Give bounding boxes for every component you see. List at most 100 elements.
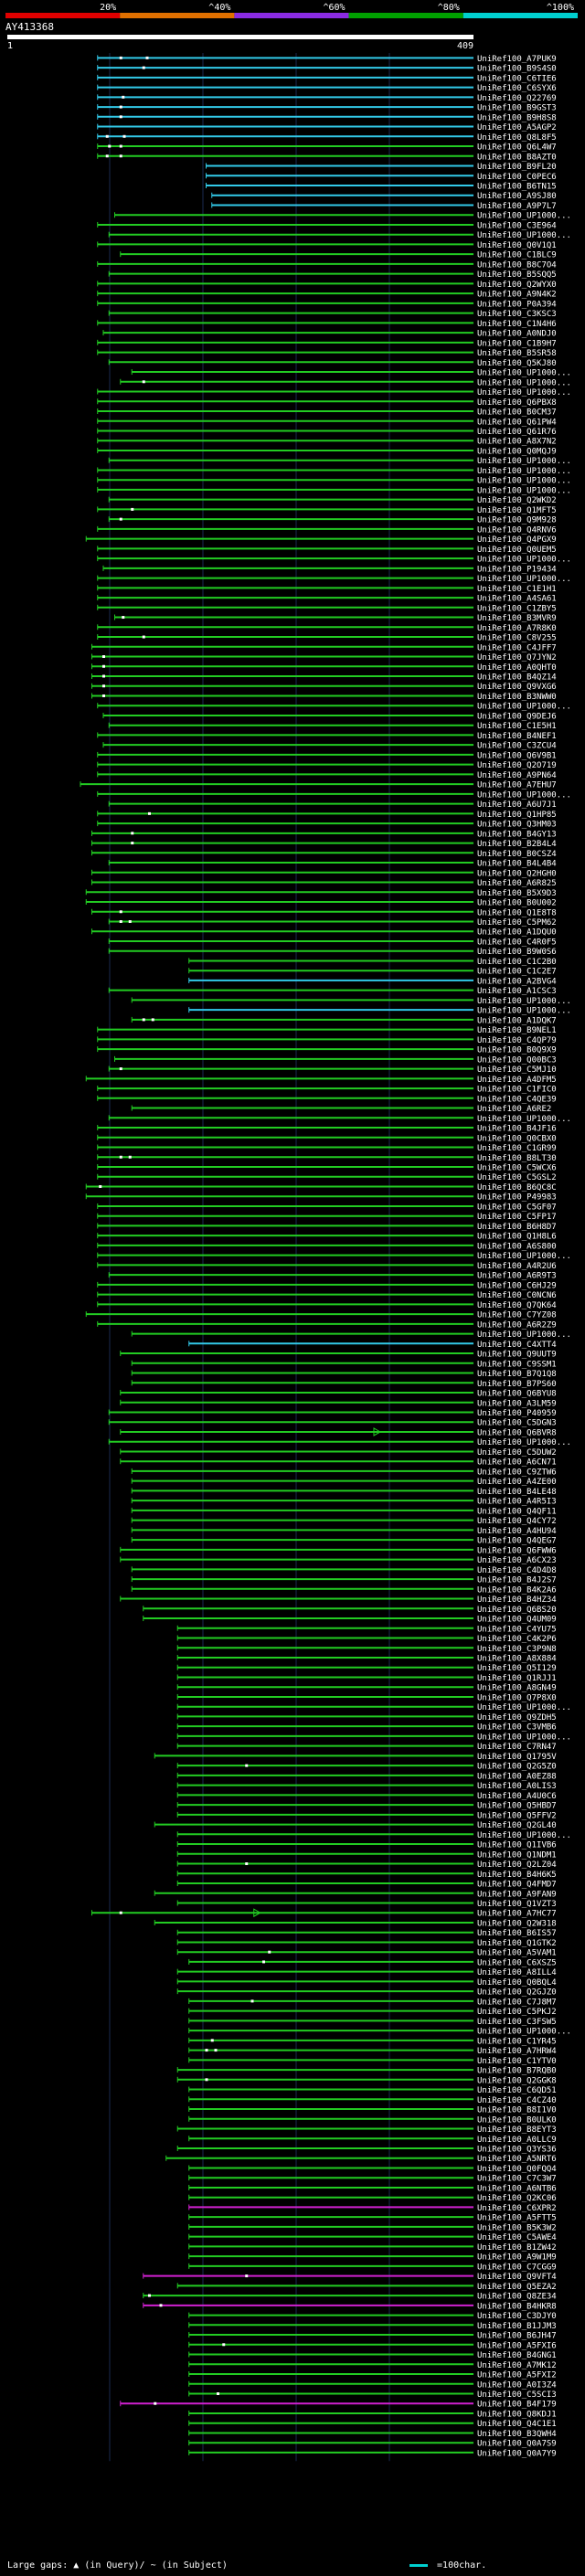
- hit-label[interactable]: UniRef100_Q5HBD7: [477, 1802, 557, 1811]
- hit-label[interactable]: UniRef100_A9N4K2: [477, 291, 557, 300]
- hit-label[interactable]: UniRef100_Q2WKD2: [477, 496, 557, 505]
- hit-label[interactable]: UniRef100_B4QZ14: [477, 673, 557, 682]
- hit-label[interactable]: UniRef100_A5FXI6: [477, 2341, 557, 2350]
- hit-label[interactable]: UniRef100_C4YU75: [477, 1625, 557, 1634]
- hit-label[interactable]: UniRef100_C7C3W7: [477, 2175, 557, 2184]
- hit-label[interactable]: UniRef100_UP1000...: [477, 790, 571, 800]
- hit-label[interactable]: UniRef100_UP1000...: [477, 1703, 571, 1712]
- hit-label[interactable]: UniRef100_A1CSC3: [477, 987, 557, 996]
- hit-label[interactable]: UniRef100_B0ULK0: [477, 2115, 557, 2125]
- hit-label[interactable]: UniRef100_A8X7N2: [477, 438, 557, 447]
- hit-label[interactable]: UniRef100_Q0FQQ4: [477, 2165, 557, 2174]
- hit-label[interactable]: UniRef100_Q61R76: [477, 428, 557, 437]
- hit-label[interactable]: UniRef100_C6XSZ5: [477, 1958, 557, 1967]
- hit-label[interactable]: UniRef100_A5FTT5: [477, 2214, 557, 2223]
- hit-label[interactable]: UniRef100_A9FAN9: [477, 1890, 557, 1899]
- hit-label[interactable]: UniRef100_A0NDJ0: [477, 330, 557, 339]
- hit-label[interactable]: UniRef100_C7J8M7: [477, 1998, 557, 2007]
- hit-label[interactable]: UniRef100_C6TIE6: [477, 74, 557, 83]
- hit-label[interactable]: UniRef100_P40959: [477, 1409, 557, 1418]
- hit-label[interactable]: UniRef100_B6JH47: [477, 2332, 557, 2341]
- hit-label[interactable]: UniRef100_C5PKJ2: [477, 2008, 557, 2017]
- hit-label[interactable]: UniRef100_C4R0F5: [477, 938, 557, 947]
- hit-label[interactable]: UniRef100_Q1795V: [477, 1753, 557, 1762]
- hit-label[interactable]: UniRef100_C3KSC3: [477, 310, 557, 319]
- hit-label[interactable]: UniRef100_C1B9H7: [477, 339, 557, 348]
- hit-label[interactable]: UniRef100_B5SQQ5: [477, 270, 557, 280]
- hit-label[interactable]: UniRef100_C5GF07: [477, 1203, 557, 1212]
- hit-label[interactable]: UniRef100_Q1VZT3: [477, 1900, 557, 1909]
- hit-label[interactable]: UniRef100_C1YTV0: [477, 2057, 557, 2066]
- hit-label[interactable]: UniRef100_Q9DEJ6: [477, 712, 557, 721]
- hit-label[interactable]: UniRef100_B0Q9X9: [477, 1046, 557, 1055]
- hit-label[interactable]: UniRef100_UP1000...: [477, 575, 571, 584]
- hit-label[interactable]: UniRef100_C4JFF7: [477, 643, 557, 652]
- hit-label[interactable]: UniRef100_UP1000...: [477, 467, 571, 476]
- hit-label[interactable]: UniRef100_B5SR58: [477, 349, 557, 358]
- hit-label[interactable]: UniRef100_UP1000...: [477, 1007, 571, 1016]
- hit-label[interactable]: UniRef100_Q3YS36: [477, 2145, 557, 2154]
- hit-label[interactable]: UniRef100_Q6BS20: [477, 1606, 557, 1615]
- hit-label[interactable]: UniRef100_B2B4L4: [477, 840, 557, 849]
- hit-label[interactable]: UniRef100_B9FL20: [477, 163, 557, 172]
- hit-label[interactable]: UniRef100_A4DFM5: [477, 1076, 557, 1085]
- hit-label[interactable]: UniRef100_A1DQK7: [477, 1016, 557, 1025]
- hit-label[interactable]: UniRef100_A6NTB6: [477, 2184, 557, 2193]
- hit-label[interactable]: UniRef100_C5PM62: [477, 918, 557, 928]
- hit-label[interactable]: UniRef100_C4XTT4: [477, 1341, 557, 1350]
- hit-label[interactable]: UniRef100_C1N4H6: [477, 320, 557, 329]
- hit-label[interactable]: UniRef100_C1C2E7: [477, 968, 557, 977]
- hit-label[interactable]: UniRef100_B8LT30: [477, 1154, 557, 1163]
- hit-label[interactable]: UniRef100_A6CX23: [477, 1556, 557, 1565]
- hit-label[interactable]: UniRef100_A2BVG4: [477, 977, 557, 986]
- hit-label[interactable]: UniRef100_C3ZCU4: [477, 742, 557, 751]
- hit-label[interactable]: UniRef100_C4K2P6: [477, 1635, 557, 1644]
- hit-label[interactable]: UniRef100_Q6L4W7: [477, 143, 557, 153]
- hit-label[interactable]: UniRef100_B0U002: [477, 899, 557, 908]
- hit-label[interactable]: UniRef100_Q22769: [477, 94, 557, 103]
- hit-label[interactable]: UniRef100_A7PUK9: [477, 55, 557, 64]
- hit-label[interactable]: UniRef100_C1ZBY5: [477, 604, 557, 613]
- hit-label[interactable]: UniRef100_UP1000...: [477, 388, 571, 398]
- hit-label[interactable]: UniRef100_C9SSM1: [477, 1360, 557, 1369]
- hit-label[interactable]: UniRef100_Q9VFT4: [477, 2273, 557, 2282]
- hit-label[interactable]: UniRef100_B9NEL1: [477, 1026, 557, 1035]
- hit-label[interactable]: UniRef100_UP1000...: [477, 1831, 571, 1840]
- hit-label[interactable]: UniRef100_A7HRW4: [477, 2047, 557, 2056]
- hit-label[interactable]: UniRef100_Q6BYU8: [477, 1390, 557, 1399]
- hit-label[interactable]: UniRef100_A6S800: [477, 1242, 557, 1251]
- hit-label[interactable]: UniRef100_P49983: [477, 1193, 557, 1203]
- hit-label[interactable]: UniRef100_C1FIC0: [477, 1086, 557, 1095]
- hit-label[interactable]: UniRef100_B4GNG1: [477, 2351, 557, 2360]
- hit-label[interactable]: UniRef100_C6XPR2: [477, 2204, 557, 2213]
- hit-label[interactable]: UniRef100_C7RN47: [477, 1743, 557, 1752]
- hit-label[interactable]: UniRef100_B6H8D7: [477, 1223, 557, 1232]
- hit-label[interactable]: UniRef100_Q6BVR8: [477, 1428, 557, 1437]
- hit-label[interactable]: UniRef100_A6R2Z9: [477, 1320, 557, 1330]
- hit-label[interactable]: UniRef100_Q2O719: [477, 761, 557, 770]
- hit-label[interactable]: UniRef100_C6HJ29: [477, 1281, 557, 1290]
- hit-label[interactable]: UniRef100_B4JF16: [477, 1125, 557, 1134]
- hit-label[interactable]: UniRef100_A0LLC9: [477, 2136, 557, 2145]
- hit-label[interactable]: UniRef100_B4H6K5: [477, 1871, 557, 1880]
- hit-label[interactable]: UniRef100_C3VMB6: [477, 1723, 557, 1733]
- hit-label[interactable]: UniRef100_Q61PW4: [477, 418, 557, 427]
- hit-label[interactable]: UniRef100_C1E5H1: [477, 722, 557, 731]
- hit-label[interactable]: UniRef100_C1BLC9: [477, 251, 557, 260]
- hit-label[interactable]: UniRef100_B4K2A6: [477, 1585, 557, 1595]
- hit-label[interactable]: UniRef100_B6QC8C: [477, 1183, 557, 1193]
- hit-label[interactable]: UniRef100_C5SCI3: [477, 2390, 557, 2400]
- hit-label[interactable]: UniRef100_UP1000...: [477, 1252, 571, 1261]
- hit-label[interactable]: UniRef100_C1YR45: [477, 2037, 557, 2046]
- hit-label[interactable]: UniRef100_Q4CY72: [477, 1517, 557, 1526]
- hit-label[interactable]: UniRef100_B8C7O4: [477, 260, 557, 270]
- hit-label[interactable]: UniRef100_A5VAM1: [477, 1949, 557, 1958]
- hit-label[interactable]: UniRef100_Q5EZA2: [477, 2283, 557, 2292]
- hit-label[interactable]: UniRef100_Q8ZE34: [477, 2293, 557, 2302]
- hit-label[interactable]: UniRef100_Q0UEM5: [477, 546, 557, 555]
- hit-label[interactable]: UniRef100_C6QD51: [477, 2086, 557, 2095]
- hit-label[interactable]: UniRef100_B8I1V0: [477, 2106, 557, 2115]
- hit-label[interactable]: UniRef100_UP1000...: [477, 231, 571, 240]
- hit-label[interactable]: UniRef100_B4HKR8: [477, 2302, 557, 2311]
- hit-label[interactable]: UniRef100_B4GY13: [477, 830, 557, 839]
